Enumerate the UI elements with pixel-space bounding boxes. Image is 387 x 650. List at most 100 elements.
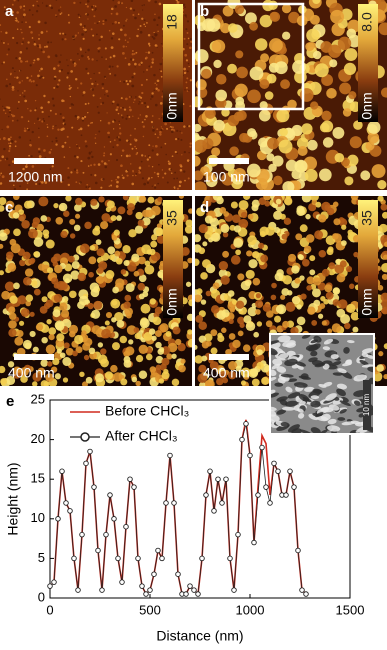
texture	[78, 128, 80, 131]
texture	[95, 133, 97, 136]
data-point	[151, 571, 157, 577]
texture	[298, 254, 304, 261]
texture	[282, 181, 295, 190]
texture	[157, 175, 159, 178]
texture	[299, 224, 308, 233]
texture	[91, 325, 101, 335]
colorbar	[358, 4, 378, 122]
texture	[346, 303, 356, 313]
texture	[122, 45, 125, 48]
texture	[282, 31, 291, 40]
texture	[311, 320, 318, 326]
texture	[110, 179, 113, 182]
texture	[270, 294, 277, 301]
texture	[185, 59, 189, 62]
texture	[156, 23, 159, 26]
texture	[94, 174, 97, 177]
texture	[136, 34, 139, 38]
texture	[82, 26, 84, 28]
texture	[79, 371, 85, 378]
data-point	[63, 500, 69, 506]
texture	[156, 223, 162, 229]
texture	[87, 102, 90, 105]
texture	[291, 169, 302, 180]
texture	[315, 201, 322, 208]
texture	[151, 51, 154, 54]
texture	[15, 19, 18, 22]
texture	[165, 330, 172, 337]
texture	[97, 354, 108, 365]
texture	[141, 177, 144, 180]
texture	[60, 12, 63, 14]
texture	[1, 40, 3, 42]
texture	[377, 196, 384, 202]
texture	[280, 422, 290, 428]
texture	[134, 128, 136, 130]
texture	[139, 318, 150, 329]
texture	[144, 155, 146, 157]
texture	[140, 303, 151, 314]
texture	[17, 177, 20, 180]
texture	[154, 0, 158, 4]
texture	[322, 346, 331, 351]
texture	[131, 76, 134, 79]
texture	[67, 14, 70, 16]
texture	[312, 50, 322, 60]
texture	[9, 295, 18, 304]
texture	[256, 321, 263, 327]
data-point	[207, 468, 213, 475]
texture	[185, 16, 187, 18]
texture	[121, 149, 125, 152]
texture	[218, 260, 229, 271]
texture	[73, 155, 77, 158]
panel-label: d	[200, 199, 209, 216]
texture	[100, 186, 103, 189]
texture	[111, 65, 114, 68]
texture	[98, 20, 101, 23]
texture	[112, 0, 115, 2]
x-tick-label: 1000	[236, 602, 265, 617]
texture	[19, 5, 23, 9]
texture	[112, 128, 115, 130]
texture	[0, 159, 2, 162]
texture	[326, 88, 337, 99]
texture	[159, 130, 162, 134]
texture	[188, 66, 190, 68]
texture	[349, 101, 361, 113]
texture	[56, 348, 62, 354]
texture	[161, 357, 170, 366]
texture	[78, 16, 81, 19]
texture	[8, 142, 10, 145]
texture	[149, 366, 157, 373]
texture	[313, 335, 322, 343]
panel-label: a	[5, 3, 14, 20]
texture	[204, 379, 215, 386]
texture	[46, 267, 54, 274]
texture	[350, 196, 359, 201]
texture	[40, 67, 43, 71]
texture	[73, 1, 76, 5]
texture	[295, 233, 303, 241]
texture	[101, 82, 105, 86]
texture	[263, 196, 272, 201]
texture	[277, 377, 286, 384]
texture	[141, 102, 144, 105]
texture	[26, 60, 29, 63]
texture	[55, 14, 57, 16]
texture	[25, 165, 28, 168]
texture	[87, 156, 91, 160]
texture	[98, 196, 105, 203]
texture	[154, 13, 156, 16]
texture	[183, 71, 187, 75]
texture	[66, 71, 70, 75]
texture	[65, 347, 74, 356]
texture	[378, 351, 384, 357]
y-tick-label: 15	[31, 471, 45, 486]
data-point	[295, 547, 301, 554]
texture	[79, 181, 82, 184]
texture	[28, 258, 35, 265]
texture	[112, 54, 116, 58]
texture	[125, 79, 128, 83]
texture	[20, 60, 23, 63]
texture	[0, 172, 2, 175]
